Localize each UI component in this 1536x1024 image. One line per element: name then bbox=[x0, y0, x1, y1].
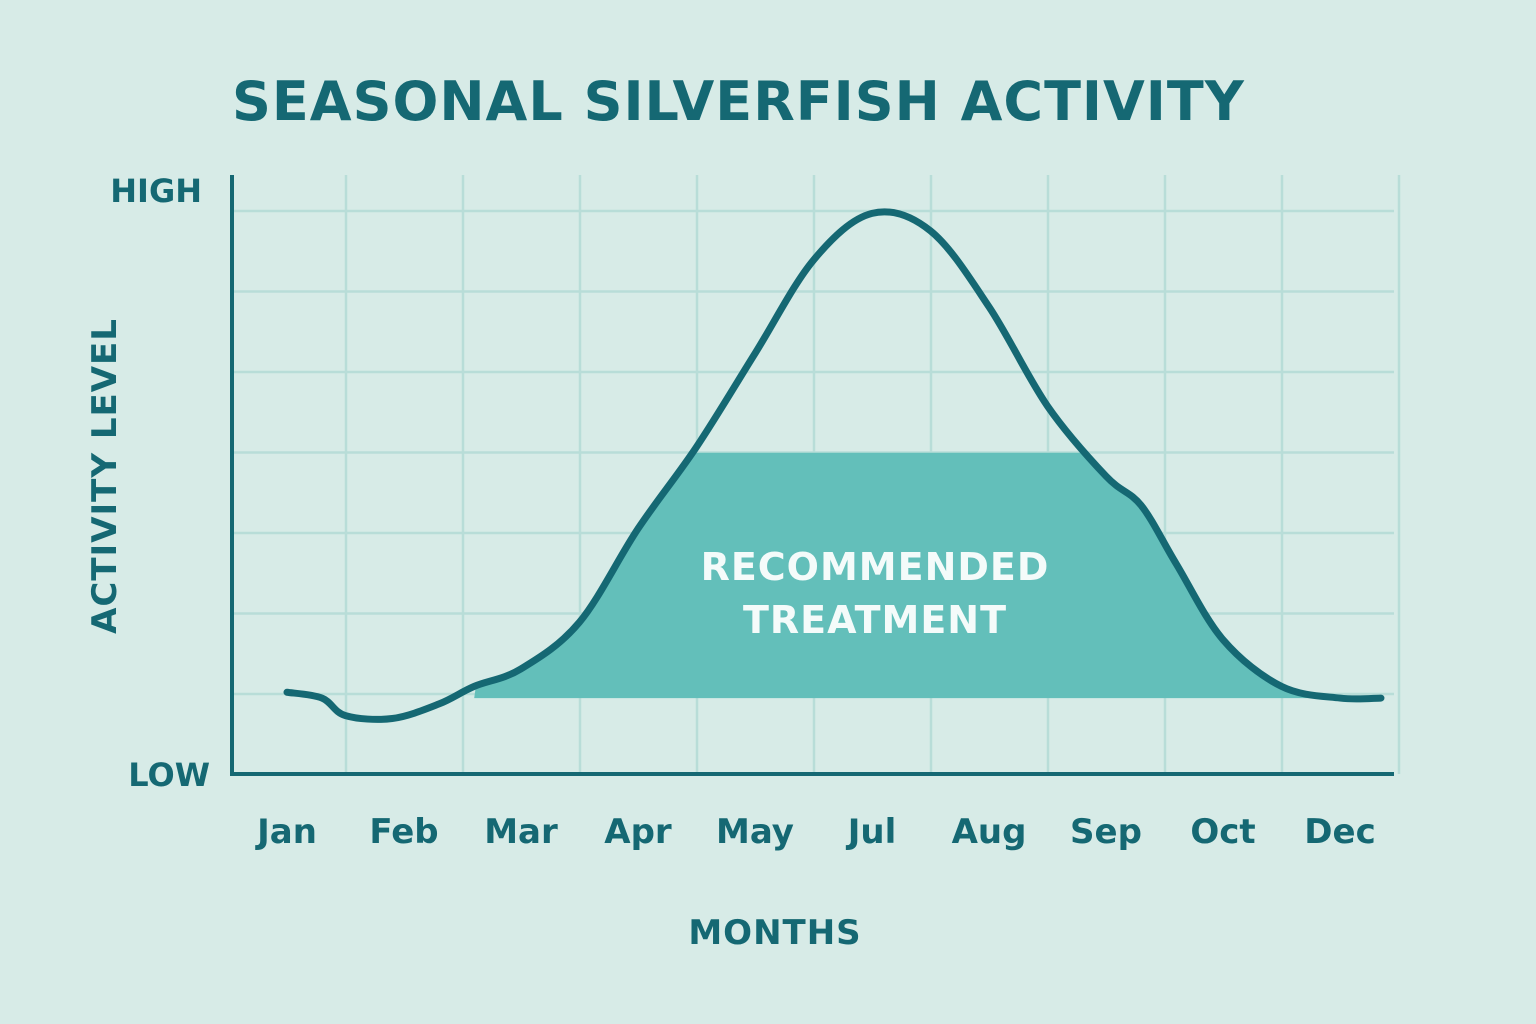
band-label-line-1: RECOMMENDED bbox=[701, 545, 1050, 589]
x-axis-title: MONTHS bbox=[688, 913, 861, 953]
x-tick-apr: Apr bbox=[604, 812, 672, 852]
x-tick-may: May bbox=[716, 812, 794, 852]
x-tick-labels: Jan Feb Mar Apr May Jul Aug Sep Oct Dec bbox=[255, 812, 1376, 852]
series-line bbox=[283, 208, 1385, 723]
x-tick-dec: Dec bbox=[1304, 812, 1375, 852]
x-tick-oct: Oct bbox=[1190, 812, 1255, 852]
recommended-treatment-band bbox=[474, 452, 1340, 699]
x-tick-jul: Jul bbox=[846, 812, 897, 852]
x-tick-aug: Aug bbox=[952, 812, 1027, 852]
x-tick-feb: Feb bbox=[369, 812, 438, 852]
band-label-line-2: TREATMENT bbox=[743, 598, 1007, 642]
x-tick-mar: Mar bbox=[484, 812, 558, 852]
y-tick-low: LOW bbox=[128, 756, 210, 794]
y-axis-title: ACTIVITY LEVEL bbox=[85, 318, 125, 634]
y-tick-high: HIGH bbox=[110, 172, 202, 210]
x-tick-jan: Jan bbox=[255, 812, 317, 852]
chart-title: SEASONAL SILVERFISH ACTIVITY bbox=[232, 70, 1245, 133]
x-tick-sep: Sep bbox=[1070, 812, 1142, 852]
